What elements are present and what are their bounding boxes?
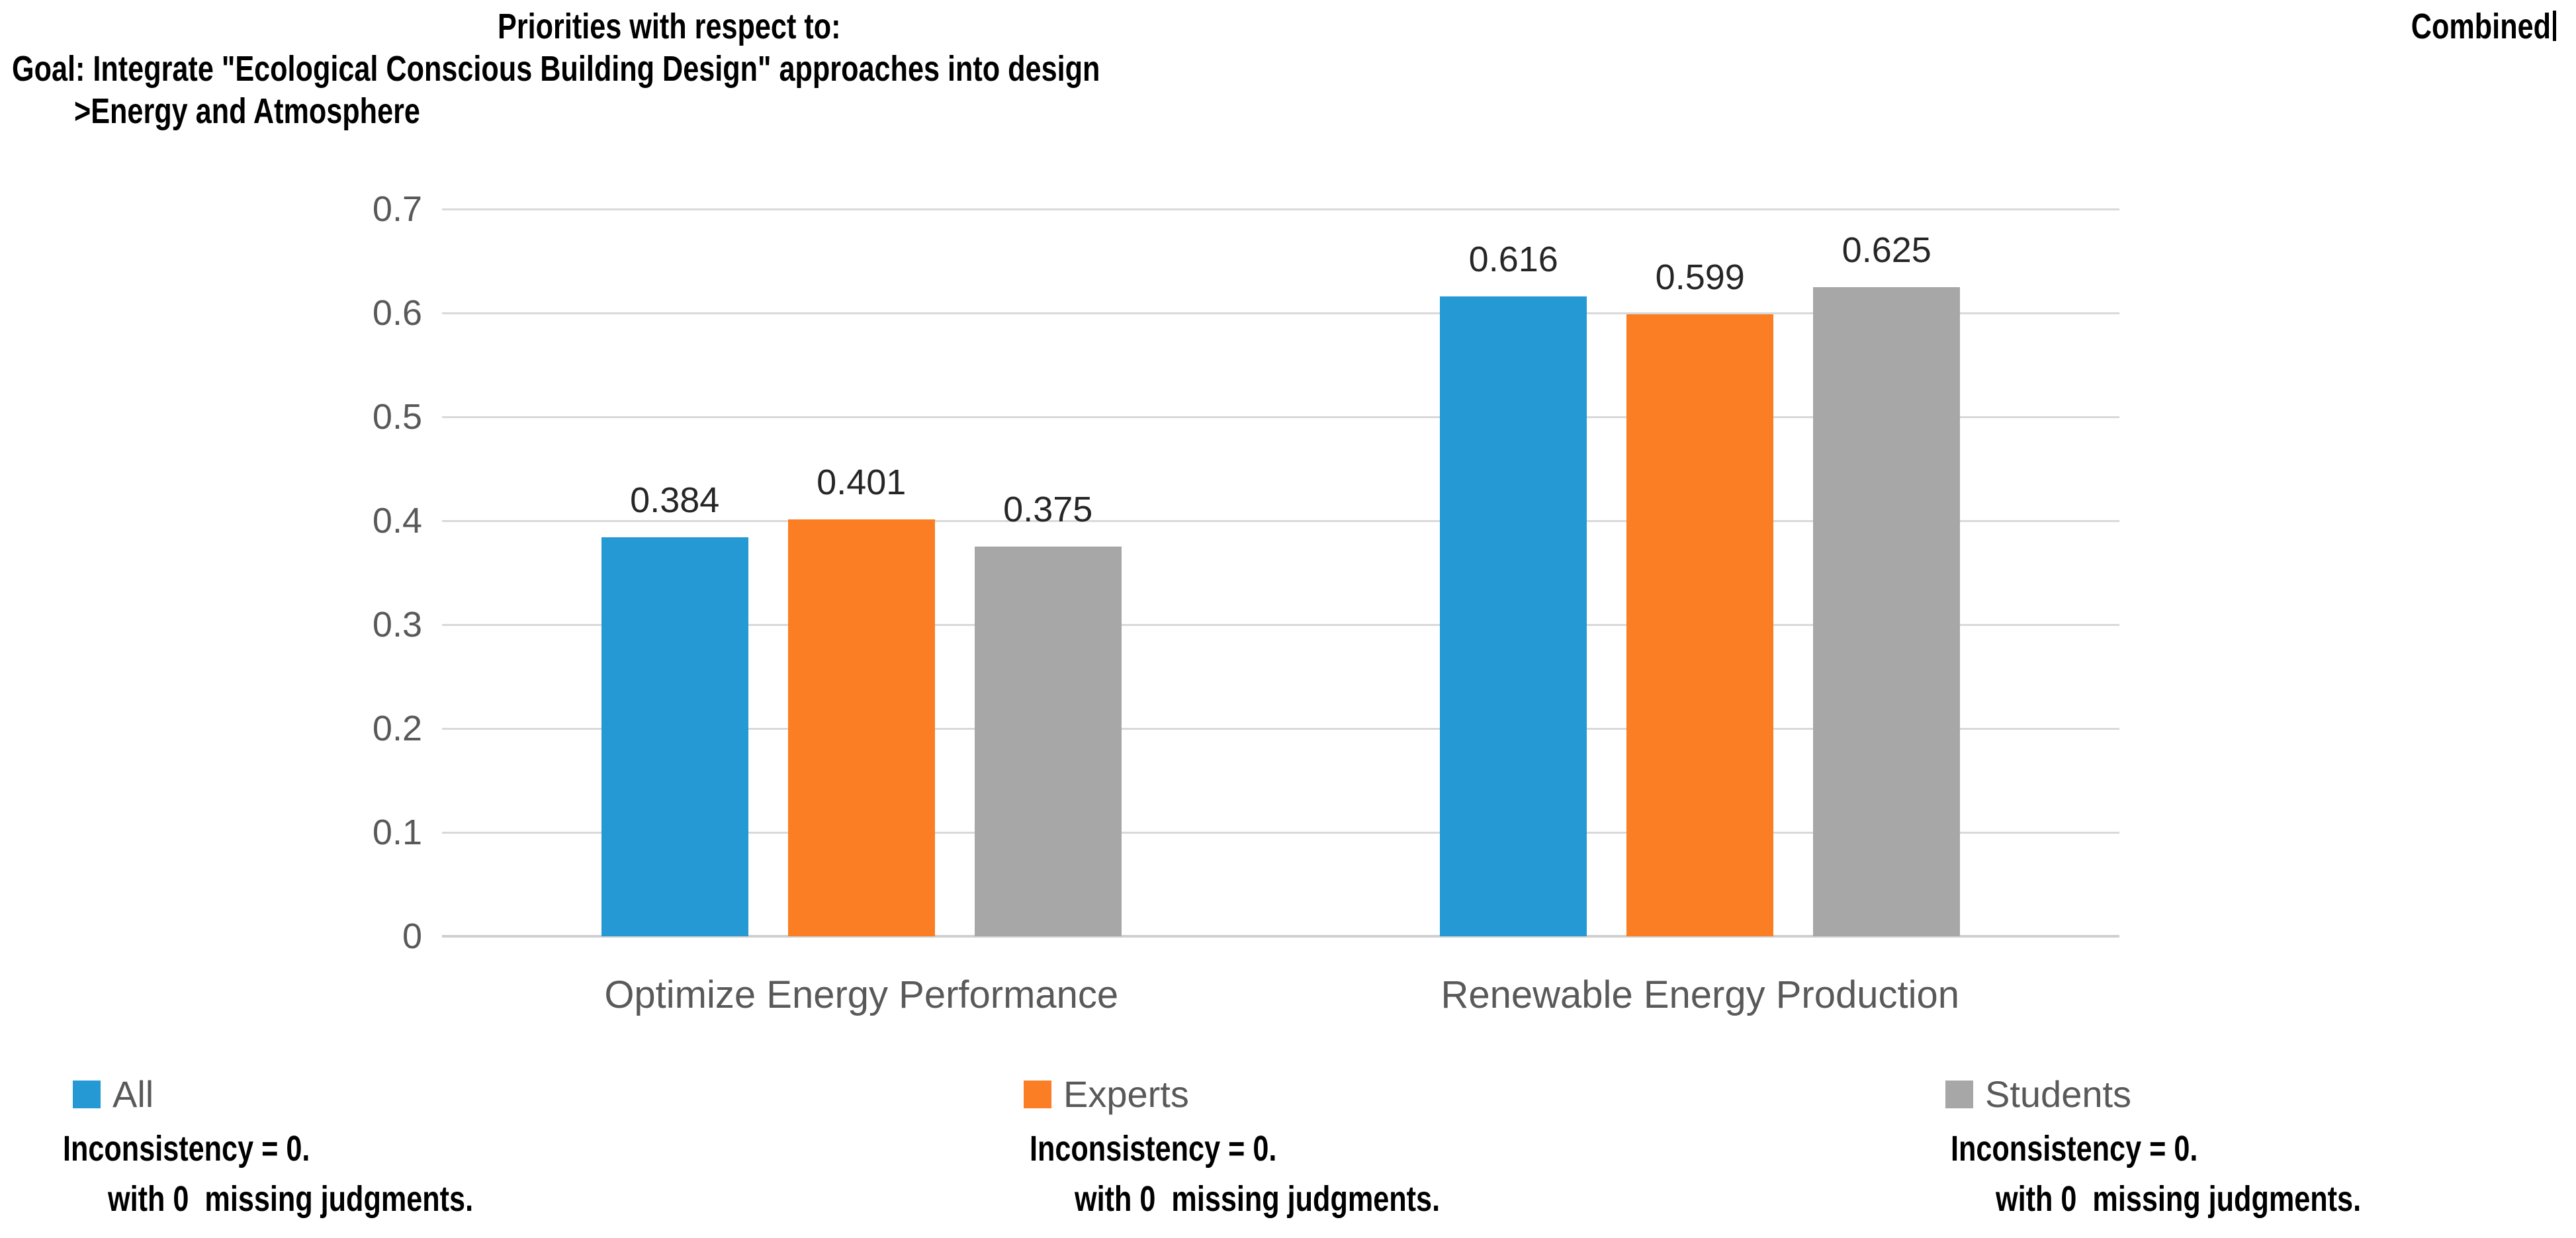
- missing-judgments-text: with 0 missing judgments.: [1075, 1179, 1441, 1219]
- bar-students-2: [1813, 287, 1961, 936]
- combined-mode-label: Combined: [2411, 7, 2551, 46]
- legend-item-students: Students: [1945, 1073, 2132, 1115]
- bar-value-label: 0.401: [817, 463, 907, 503]
- y-tick-label: 0.2: [372, 709, 422, 748]
- x-category-label: Renewable Energy Production: [1441, 973, 1959, 1016]
- gridline: [442, 935, 2119, 938]
- missing-judgments-text: with 0 missing judgments.: [1996, 1179, 2362, 1219]
- gridline: [442, 208, 2119, 210]
- gridline: [442, 312, 2119, 314]
- gridline: [442, 624, 2119, 626]
- legend-item-experts: Experts: [1024, 1073, 1189, 1115]
- goal-title: Goal: Integrate "Ecological Conscious Bu…: [12, 49, 1100, 89]
- legend-swatch-experts: [1024, 1081, 1051, 1108]
- legend-item-all: All: [73, 1073, 154, 1115]
- y-tick-label: 0.6: [372, 293, 422, 333]
- subcriterion-title: >Energy and Atmosphere: [74, 91, 420, 131]
- y-tick-label: 0.1: [372, 813, 422, 852]
- footnote-experts: Inconsistency = 0. with 0 missing judgme…: [1030, 1129, 1531, 1219]
- bar-value-label: 0.599: [1655, 257, 1745, 297]
- footnote-all: Inconsistency = 0. with 0 missing judgme…: [63, 1129, 564, 1219]
- inconsistency-text: Inconsistency = 0.: [1951, 1129, 2198, 1169]
- bar-value-label: 0.616: [1468, 239, 1558, 279]
- bar-value-label: 0.375: [1003, 490, 1093, 530]
- gridline: [442, 520, 2119, 522]
- footnote-students: Inconsistency = 0. with 0 missing judgme…: [1951, 1129, 2452, 1219]
- bar-experts-2: [1626, 314, 1774, 936]
- inconsistency-text: Inconsistency = 0.: [63, 1129, 310, 1169]
- bar-all-1: [601, 537, 748, 936]
- y-tick-label: 0.7: [372, 189, 422, 229]
- bar-experts-1: [787, 519, 935, 936]
- gridline: [442, 416, 2119, 418]
- bar-all-2: [1440, 296, 1587, 936]
- missing-judgments-text: with 0 missing judgments.: [108, 1179, 474, 1219]
- legend-label-experts: Experts: [1063, 1073, 1189, 1115]
- y-tick-label: 0.4: [372, 501, 422, 541]
- y-tick-label: 0.5: [372, 397, 422, 437]
- y-tick-label: 0: [402, 916, 422, 956]
- inconsistency-text: Inconsistency = 0.: [1030, 1129, 1277, 1169]
- chart-context-label: Priorities with respect to:: [498, 7, 841, 46]
- bar-students-1: [974, 547, 1122, 936]
- x-category-label: Optimize Energy Performance: [604, 973, 1119, 1016]
- gridline: [442, 832, 2119, 834]
- legend-swatch-students: [1945, 1081, 1973, 1108]
- bar-value-label: 0.384: [630, 480, 720, 521]
- legend-label-all: All: [112, 1073, 154, 1115]
- gridline: [442, 728, 2119, 730]
- text-caret: [2553, 11, 2556, 41]
- bar-value-label: 0.625: [1842, 230, 1932, 270]
- y-tick-label: 0.3: [372, 605, 422, 644]
- legend-swatch-all: [73, 1081, 101, 1108]
- legend-label-students: Students: [1985, 1073, 2132, 1115]
